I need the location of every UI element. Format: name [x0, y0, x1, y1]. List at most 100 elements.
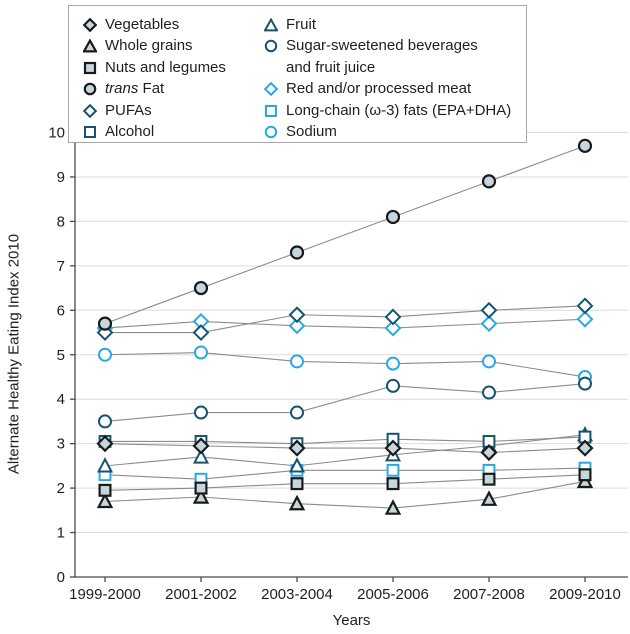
- red_meat-marker: [576, 310, 594, 328]
- nuts_legumes-line: [104, 474, 586, 491]
- y-tick-label: 0: [57, 569, 65, 586]
- x-tick-label: 2007-2008: [453, 586, 525, 603]
- trans_fat-marker: [385, 209, 401, 225]
- legend-item-trans-fat: trans Fat: [83, 78, 264, 99]
- legend-item-sodium: Sodium: [264, 121, 526, 142]
- y-tick-label: 5: [57, 347, 65, 364]
- trans_fat-line: [104, 145, 586, 325]
- y-tick-label: 3: [57, 436, 65, 453]
- trans_fat-marker: [577, 138, 593, 153]
- sodium-marker: [482, 354, 496, 369]
- vegetables-marker: [96, 435, 114, 453]
- whole_grains-marker: [192, 488, 210, 504]
- whole_grains-marker: [480, 490, 498, 506]
- x-tick-label: 2003-2004: [261, 586, 333, 603]
- long-chain-marker-icon: [265, 104, 277, 117]
- ssb-marker: [578, 376, 592, 391]
- vegetables-marker-icon: [83, 18, 97, 32]
- fruit-marker-icon: [264, 18, 278, 32]
- trans_fat-marker: [481, 174, 497, 189]
- fruit-marker: [288, 457, 306, 473]
- legend-item-fruit: Fruit: [264, 14, 526, 35]
- vegetables-marker: [288, 439, 306, 457]
- legend-label: Vegetables: [105, 16, 180, 33]
- red-meat-marker-icon: [264, 82, 278, 97]
- y-tick-label: 4: [57, 391, 65, 408]
- y-tick-label: 6: [57, 302, 65, 319]
- red_meat-marker: [384, 319, 402, 337]
- x-tick-label: 2005-2006: [357, 586, 429, 603]
- red_meat-marker: [480, 315, 498, 333]
- vegetables-marker: [576, 439, 594, 457]
- long_chain-marker: [386, 463, 400, 477]
- nuts-legumes-marker-icon: [83, 61, 97, 74]
- nuts_legumes-marker: [482, 472, 496, 486]
- vegetables-marker: [192, 437, 210, 455]
- legend-column-right: Fruit Sugar-sweetened beverages and fruit…: [264, 14, 526, 142]
- x-tick-label: 1999-2000: [69, 586, 141, 603]
- legend-label: Fruit: [286, 16, 316, 33]
- alcohol-marker-icon: [84, 126, 96, 139]
- red_meat-line: [104, 318, 586, 329]
- sodium-marker: [98, 347, 112, 362]
- pufas-marker: [576, 297, 594, 315]
- pufas-marker: [384, 308, 402, 326]
- legend-item-ssb: Sugar-sweetened beverages and fruit juice: [264, 35, 526, 78]
- nuts_legumes-marker: [386, 477, 400, 491]
- chart-legend: Vegetables Whole grains Nuts and legumes…: [68, 5, 527, 143]
- legend-label: Long-chain (ω-3) fats (EPA+DHA): [286, 101, 512, 119]
- legend-label: Red and/or processed meat: [286, 80, 472, 98]
- legend-item-vegetables: Vegetables: [83, 14, 264, 35]
- x-tick-label: 2001-2002: [165, 586, 237, 603]
- fruit-marker: [192, 448, 210, 464]
- y-tick-label: 9: [57, 169, 65, 186]
- legend-label: Sodium: [286, 123, 337, 141]
- sodium-line: [104, 351, 586, 378]
- legend-item-nuts-legumes: Nuts and legumes: [83, 57, 264, 78]
- pufas-marker: [480, 301, 498, 319]
- legend-label: PUFAs: [105, 101, 152, 119]
- ssb-marker-icon: [264, 40, 278, 53]
- whole-grains-marker-icon: [83, 39, 97, 53]
- nuts_legumes-marker: [290, 477, 304, 491]
- legend-label: Sugar-sweetened beverages and fruit juice: [286, 37, 478, 76]
- trans-fat-marker-icon: [83, 82, 97, 96]
- whole_grains-marker: [288, 494, 306, 511]
- legend-column-left: Vegetables Whole grains Nuts and legumes…: [83, 14, 264, 142]
- pufas-line: [105, 305, 586, 334]
- pufas-marker: [288, 306, 306, 324]
- ssb-marker: [290, 405, 304, 420]
- y-tick-label: 10: [48, 125, 65, 142]
- sodium-marker: [194, 345, 208, 360]
- x-tick-label: 2009-2010: [549, 586, 621, 603]
- sodium-marker-icon: [264, 125, 278, 139]
- y-tick-label: 2: [57, 480, 65, 497]
- nuts_legumes-marker: [194, 481, 208, 495]
- ssb-marker: [194, 405, 208, 420]
- ssb-line: [104, 383, 586, 422]
- legend-label: trans Fat: [105, 80, 165, 98]
- legend-item-pufas: PUFAs: [83, 100, 264, 121]
- sodium-marker: [290, 354, 304, 369]
- pufas-marker: [192, 324, 210, 341]
- trans_fat-marker: [289, 245, 305, 260]
- legend-item-alcohol: Alcohol: [83, 121, 264, 142]
- whole_grains-marker: [384, 499, 402, 515]
- ssb-marker: [386, 378, 400, 393]
- trans_fat-marker: [193, 280, 209, 296]
- whole_grains-line: [104, 480, 586, 509]
- sodium-marker: [386, 356, 400, 371]
- alcohol-line: [105, 436, 586, 445]
- nuts_legumes-marker: [98, 483, 112, 497]
- ssb-marker: [98, 414, 112, 429]
- whole_grains-marker: [96, 492, 114, 509]
- vegetables-marker: [384, 439, 402, 457]
- ssb-marker: [482, 385, 496, 400]
- y-axis-title: Alternate Healthy Eating Index 2010: [5, 233, 23, 475]
- legend-item-long-chain: Long-chain (ω-3) fats (EPA+DHA): [264, 100, 526, 121]
- red_meat-marker: [288, 317, 306, 335]
- x-axis-title: Years: [332, 612, 371, 629]
- vegetables-marker: [480, 443, 498, 462]
- legend-item-red-meat: Red and/or processed meat: [264, 78, 526, 99]
